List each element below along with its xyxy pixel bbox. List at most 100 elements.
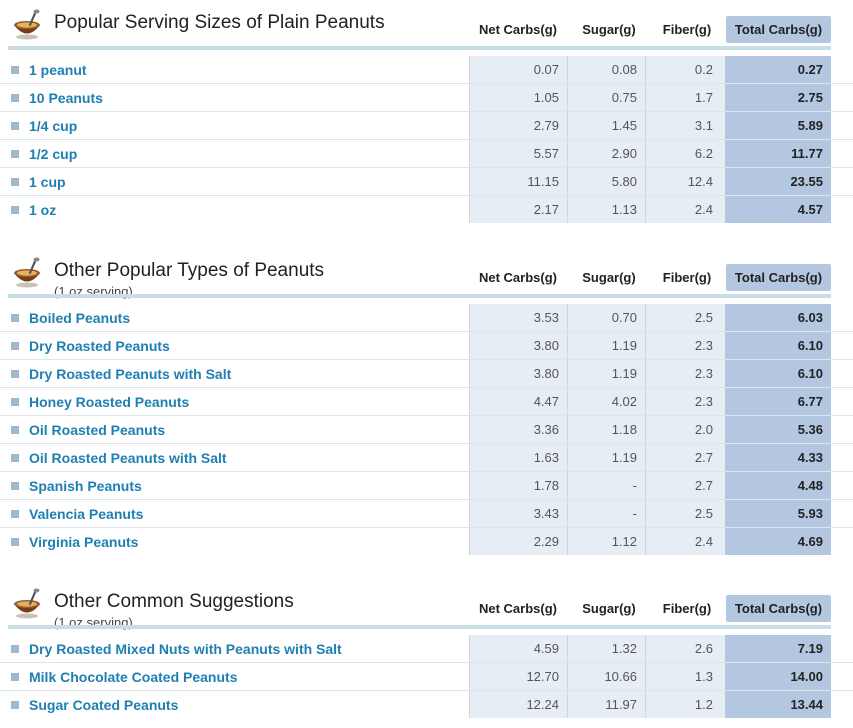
cell-net: 1.78 (469, 472, 567, 499)
column-header-fiber: Fiber(g) (662, 270, 712, 285)
table-row: 1 peanut 0.07 0.08 0.2 0.27 (0, 56, 853, 84)
column-header-net: Net Carbs(g) (478, 22, 557, 37)
bullet-icon (11, 482, 19, 490)
cell-total: 6.10 (725, 332, 831, 359)
column-header-net: Net Carbs(g) (478, 601, 557, 616)
cell-net: 11.15 (469, 168, 567, 195)
cell-sugar: 5.80 (567, 168, 645, 195)
section-header: Other Common Suggestions (1 oz serving) Ne… (0, 579, 853, 635)
food-link[interactable]: Valencia Peanuts (29, 506, 144, 522)
section-0: Popular Serving Sizes of Plain Peanuts Ne… (0, 0, 853, 224)
cell-fiber: 2.3 (645, 388, 725, 415)
table-row: Virginia Peanuts 2.29 1.12 2.4 4.69 (0, 528, 853, 556)
cell-total: 0.27 (725, 56, 831, 83)
column-header-fiber: Fiber(g) (662, 22, 712, 37)
cell-fiber: 2.3 (645, 360, 725, 387)
food-link[interactable]: Spanish Peanuts (29, 478, 142, 494)
cell-fiber: 2.4 (645, 196, 725, 223)
food-link[interactable]: 1 oz (29, 202, 57, 218)
bowl-icon (10, 8, 44, 42)
cell-sugar: 10.66 (567, 663, 645, 690)
cell-sugar: - (567, 500, 645, 527)
column-header-total: Total Carbs(g) (726, 595, 831, 622)
food-link[interactable]: Sugar Coated Peanuts (29, 697, 179, 713)
column-header-sugar: Sugar(g) (582, 601, 636, 616)
cell-net: 3.43 (469, 500, 567, 527)
cell-sugar: 1.18 (567, 416, 645, 443)
section-title: Other Popular Types of Peanuts (54, 260, 325, 281)
bullet-icon (11, 426, 19, 434)
bullet-icon (11, 122, 19, 130)
cell-total: 4.48 (725, 472, 831, 499)
food-link[interactable]: Honey Roasted Peanuts (29, 394, 190, 410)
bullet-icon (11, 94, 19, 102)
section-header: Popular Serving Sizes of Plain Peanuts Ne… (0, 0, 853, 56)
cell-total: 4.69 (725, 528, 831, 555)
cell-fiber: 2.5 (645, 500, 725, 527)
bullet-icon (11, 178, 19, 186)
cell-total: 2.75 (725, 84, 831, 111)
bullet-icon (11, 673, 19, 681)
table-row: Sugar Coated Peanuts 12.24 11.97 1.2 13.44 (0, 691, 853, 719)
cell-sugar: 1.19 (567, 332, 645, 359)
section-divider (8, 294, 831, 298)
food-link[interactable]: Dry Roasted Peanuts with Salt (29, 366, 232, 382)
cell-sugar: 1.12 (567, 528, 645, 555)
table-row: 1 oz 2.17 1.13 2.4 4.57 (0, 196, 853, 224)
cell-fiber: 2.5 (645, 304, 725, 331)
cell-fiber: 2.3 (645, 332, 725, 359)
column-header-net: Net Carbs(g) (478, 270, 557, 285)
table-row: 1/2 cup 5.57 2.90 6.2 11.77 (0, 140, 853, 168)
column-header-total: Total Carbs(g) (726, 16, 831, 43)
cell-sugar: 2.90 (567, 140, 645, 167)
section-title: Other Common Suggestions (54, 591, 294, 612)
section-divider (8, 625, 831, 629)
cell-sugar: 0.08 (567, 56, 645, 83)
cell-net: 3.80 (469, 332, 567, 359)
cell-total: 6.77 (725, 388, 831, 415)
table-row: Honey Roasted Peanuts 4.47 4.02 2.3 6.77 (0, 388, 853, 416)
cell-total: 5.93 (725, 500, 831, 527)
table-row: Dry Roasted Peanuts with Salt 3.80 1.19 2.3… (0, 360, 853, 388)
table-row: 10 Peanuts 1.05 0.75 1.7 2.75 (0, 84, 853, 112)
food-link[interactable]: 10 Peanuts (29, 90, 103, 106)
cell-net: 3.36 (469, 416, 567, 443)
food-link[interactable]: Milk Chocolate Coated Peanuts (29, 669, 238, 685)
cell-sugar: 1.19 (567, 444, 645, 471)
cell-total: 6.10 (725, 360, 831, 387)
table-row: Milk Chocolate Coated Peanuts 12.70 10.66 1… (0, 663, 853, 691)
food-link[interactable]: 1/2 cup (29, 146, 78, 162)
cell-sugar: 4.02 (567, 388, 645, 415)
cell-net: 12.24 (469, 691, 567, 718)
cell-sugar: 1.45 (567, 112, 645, 139)
food-link[interactable]: Dry Roasted Peanuts (29, 338, 170, 354)
food-link[interactable]: 1 peanut (29, 62, 87, 78)
cell-total: 23.55 (725, 168, 831, 195)
food-link[interactable]: Dry Roasted Mixed Nuts with Peanuts with… (29, 641, 342, 657)
food-link[interactable]: Oil Roasted Peanuts (29, 422, 166, 438)
column-header-sugar: Sugar(g) (582, 22, 636, 37)
cell-sugar: 11.97 (567, 691, 645, 718)
cell-net: 2.79 (469, 112, 567, 139)
bullet-icon (11, 645, 19, 653)
cell-net: 1.63 (469, 444, 567, 471)
bullet-icon (11, 150, 19, 158)
food-link[interactable]: Boiled Peanuts (29, 310, 131, 326)
bullet-icon (11, 538, 19, 546)
cell-fiber: 1.3 (645, 663, 725, 690)
bullet-icon (11, 510, 19, 518)
cell-total: 5.89 (725, 112, 831, 139)
section-header: Other Popular Types of Peanuts (1 oz serv… (0, 248, 853, 304)
table-row: Dry Roasted Mixed Nuts with Peanuts with… (0, 635, 853, 663)
food-link[interactable]: 1/4 cup (29, 118, 78, 134)
section-divider (8, 46, 831, 50)
bullet-icon (11, 398, 19, 406)
cell-total: 4.33 (725, 444, 831, 471)
cell-net: 1.05 (469, 84, 567, 111)
food-link[interactable]: Oil Roasted Peanuts with Salt (29, 450, 227, 466)
cell-net: 0.07 (469, 56, 567, 83)
table-row: Valencia Peanuts 3.43-2.5 5.93 (0, 500, 853, 528)
food-link[interactable]: 1 cup (29, 174, 66, 190)
column-header-sugar: Sugar(g) (582, 270, 636, 285)
food-link[interactable]: Virginia Peanuts (29, 534, 139, 550)
